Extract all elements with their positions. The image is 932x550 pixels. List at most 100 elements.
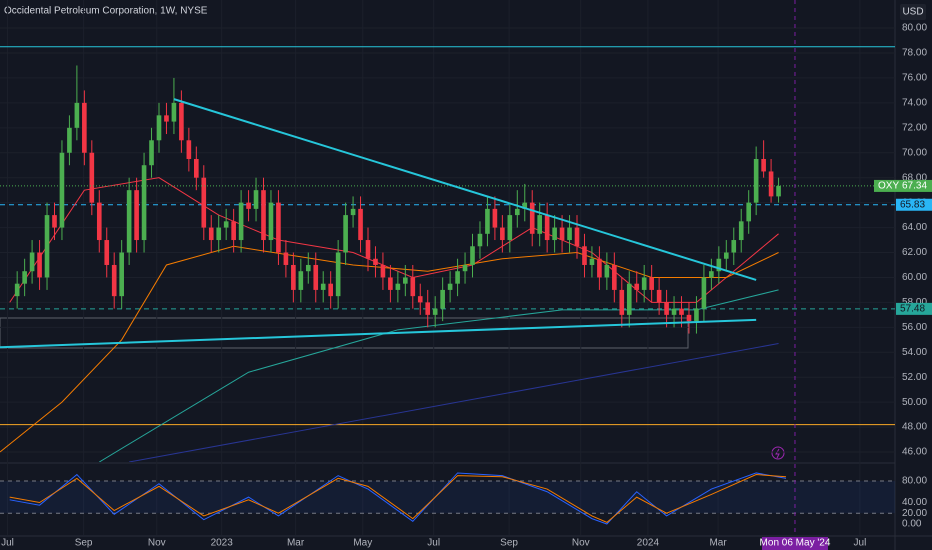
- trendline: [173, 98, 757, 281]
- y-tick-label: 46.00: [902, 447, 927, 458]
- candle-body: [37, 252, 42, 278]
- stoch-tick-label: 20.00: [902, 508, 927, 519]
- candle-body: [574, 227, 580, 247]
- candle-body: [432, 308, 438, 315]
- y-tick-label: 50.00: [902, 397, 927, 408]
- level-label-bg: [896, 198, 932, 211]
- candle-body: [67, 127, 72, 153]
- candle-body: [731, 240, 737, 253]
- candle-body: [656, 289, 662, 303]
- symbol-label-bg: [874, 179, 932, 192]
- candle-body: [335, 252, 341, 297]
- candle-body: [358, 208, 363, 241]
- candle-body: [350, 208, 356, 216]
- currency-button[interactable]: [900, 4, 926, 20]
- event-icon-bolt: [775, 448, 780, 459]
- chart-title: Occidental Petroleum Corporation, 1W, NY…: [4, 6, 208, 17]
- candle-body: [410, 277, 416, 297]
- currency[interactable]: USD: [902, 7, 923, 18]
- candle-body: [425, 302, 431, 315]
- candle-body: [462, 264, 468, 272]
- last-price-label: 67.34: [902, 181, 927, 192]
- candle-body: [686, 314, 692, 322]
- cursor-label-bg: [761, 537, 828, 550]
- candle-body: [201, 177, 207, 228]
- candle-body: [544, 215, 550, 241]
- candle-body: [768, 171, 774, 197]
- y-tick-label: 54.00: [902, 347, 927, 358]
- candle-body: [380, 264, 386, 278]
- candle-body: [709, 271, 714, 278]
- candle-body: [604, 264, 610, 278]
- trendline: [0, 318, 757, 349]
- candle-body: [738, 221, 744, 241]
- candle-body: [59, 152, 65, 228]
- candle-body: [723, 252, 729, 259]
- candle-body: [22, 271, 27, 284]
- y-tick-label: 48.00: [902, 422, 927, 433]
- y-tick-label: 72.00: [902, 122, 927, 133]
- zone-box: [0, 317, 689, 349]
- candle-body: [74, 102, 80, 128]
- y-tick-label: 74.00: [902, 98, 927, 109]
- candle-body: [328, 283, 333, 297]
- candle-body: [679, 308, 684, 315]
- candle-body: [641, 277, 647, 290]
- candle-body: [298, 271, 304, 290]
- candle-body: [753, 158, 759, 203]
- x-tick-label: Jul: [427, 538, 440, 549]
- candle-body: [253, 190, 259, 209]
- candle-body: [671, 308, 677, 315]
- candle-body: [694, 308, 699, 322]
- candle-body: [746, 202, 752, 222]
- candle-body: [179, 102, 184, 141]
- candle-body: [305, 264, 311, 272]
- candle-body: [589, 258, 595, 265]
- candle-body: [403, 277, 408, 284]
- candle-body: [104, 240, 110, 265]
- moving-average: [129, 343, 779, 462]
- candle-body: [52, 215, 57, 228]
- y-tick-label: 80.00: [902, 23, 927, 34]
- candle-body: [500, 227, 505, 241]
- candle-body: [96, 202, 102, 241]
- candle-body: [111, 264, 117, 297]
- stoch-tick-label: 80.00: [902, 476, 927, 487]
- y-tick-label: 68.00: [902, 172, 927, 183]
- level-label-bg: [896, 302, 932, 315]
- level-label: 65.83: [900, 199, 925, 210]
- candle-body: [447, 283, 453, 290]
- candle-body: [529, 202, 535, 234]
- candle-body: [567, 227, 572, 241]
- x-tick-label: Nov: [148, 538, 166, 549]
- candle-body: [395, 283, 401, 290]
- candle-body: [761, 158, 766, 172]
- candle-body: [89, 152, 95, 203]
- candle-body: [514, 208, 520, 216]
- candle-body: [559, 227, 565, 241]
- symbol-label: OXY: [878, 181, 899, 192]
- candle-body: [477, 233, 483, 247]
- candle-body: [119, 252, 124, 297]
- candle-body: [365, 240, 371, 259]
- candle-body: [320, 283, 326, 290]
- x-tick-label: 2024: [637, 538, 660, 549]
- x-tick-label: Sep: [75, 538, 93, 549]
- candle-body: [492, 208, 498, 228]
- candle-body: [626, 283, 632, 315]
- candle-body: [537, 215, 543, 234]
- stoch-tick-label: 0.00: [902, 519, 922, 530]
- x-tick-label: Nov: [572, 538, 590, 549]
- candle-body: [44, 215, 50, 278]
- candle-body: [552, 227, 557, 241]
- y-tick-label: 78.00: [902, 48, 927, 59]
- candle-body: [29, 252, 35, 272]
- candle-body: [216, 227, 222, 241]
- event-icon[interactable]: [771, 446, 785, 460]
- candle-body: [388, 277, 393, 290]
- y-tick-label: 56.00: [902, 322, 927, 333]
- candle-body: [313, 264, 319, 290]
- candle-body: [485, 208, 490, 234]
